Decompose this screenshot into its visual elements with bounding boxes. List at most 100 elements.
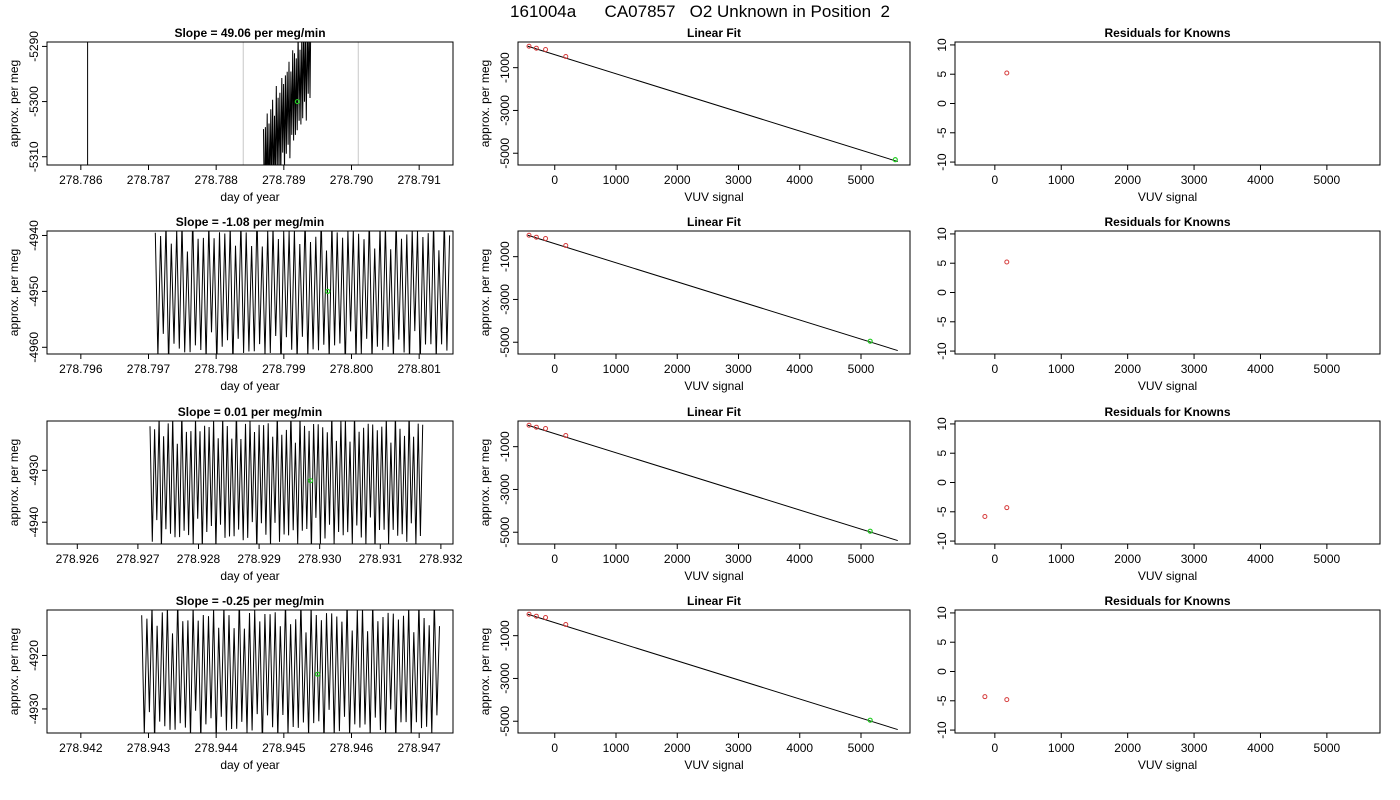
x-tick-label: 5000 xyxy=(1314,741,1341,755)
x-tick-label: 3000 xyxy=(725,362,752,376)
known-point xyxy=(543,425,549,431)
y-tick-label: -10 xyxy=(935,153,949,171)
x-axis-label: day of year xyxy=(220,190,279,204)
x-tick-label: 278.788 xyxy=(194,173,238,187)
panel-2-2: Linear Fit 0 1000 2000 3000 4000 5000 -5000 -300… xyxy=(478,215,911,393)
x-axis-label: day of year xyxy=(220,758,279,772)
y-tick-label: -4930 xyxy=(27,693,41,724)
y-tick-label: 0 xyxy=(935,479,949,486)
known-point xyxy=(543,46,549,52)
panel-4-3: Residuals for Knowns 0 1000 2000 3000 4000 500… xyxy=(935,594,1381,772)
x-tick-label: 4000 xyxy=(786,741,813,755)
x-tick-label: 278.787 xyxy=(127,173,171,187)
y-tick-label: 10 xyxy=(935,38,949,52)
x-tick-label: 4000 xyxy=(786,173,813,187)
known-point xyxy=(543,235,549,241)
plot-frame xyxy=(517,41,911,166)
x-tick-label: 1000 xyxy=(1048,362,1075,376)
x-tick-label: 1000 xyxy=(603,173,630,187)
known-point xyxy=(526,422,532,428)
x-axis-label: VUV signal xyxy=(1138,190,1197,204)
y-tick-label: -5 xyxy=(935,127,949,138)
y-tick-label: 0 xyxy=(935,289,949,296)
y-axis-label: approx. per meg xyxy=(478,249,492,336)
x-tick-label: 1000 xyxy=(1048,173,1075,187)
signal-trace xyxy=(149,421,424,544)
plot-frame xyxy=(46,609,454,734)
x-tick-label: 0 xyxy=(992,552,999,566)
x-tick-label: 4000 xyxy=(786,552,813,566)
x-tick-label: 5000 xyxy=(1314,173,1341,187)
y-tick-label: 10 xyxy=(935,227,949,241)
x-tick-label: 0 xyxy=(992,362,999,376)
fit-line xyxy=(527,613,898,731)
x-tick-label: 278.927 xyxy=(116,552,160,566)
figure-title: 161004a CA07857 O2 Unknown in Position 2 xyxy=(510,2,890,21)
y-tick-label: -5300 xyxy=(27,86,41,117)
plot-frame xyxy=(954,41,1381,166)
y-tick-label: -5 xyxy=(935,695,949,706)
y-tick-label: 5 xyxy=(935,71,949,78)
x-tick-label: 278.799 xyxy=(262,362,306,376)
y-tick-label: -10 xyxy=(935,532,949,550)
unknown-point xyxy=(867,528,873,534)
y-axis-label: approx. per meg xyxy=(7,628,21,715)
y-tick-label: -4920 xyxy=(27,640,41,671)
y-tick-label: -4930 xyxy=(27,455,41,486)
unknown-marker xyxy=(307,478,314,484)
x-tick-label: 2000 xyxy=(664,741,691,755)
y-tick-label: 10 xyxy=(935,417,949,431)
x-tick-label: 0 xyxy=(551,552,558,566)
x-tick-label: 1000 xyxy=(603,362,630,376)
x-tick-label: 2000 xyxy=(1114,552,1141,566)
y-tick-label: -5000 xyxy=(498,517,512,548)
y-tick-label: -1000 xyxy=(498,52,512,83)
y-tick-label: -4960 xyxy=(27,332,41,363)
plot-area xyxy=(982,505,1010,519)
known-point xyxy=(563,433,569,439)
y-tick-label: -5000 xyxy=(498,138,512,169)
y-tick-label: -3000 xyxy=(498,284,512,315)
x-tick-label: 5000 xyxy=(1314,362,1341,376)
known-point xyxy=(526,43,532,49)
y-tick-label: -5290 xyxy=(27,31,41,62)
y-tick-label: -4950 xyxy=(27,276,41,307)
x-tick-label: 2000 xyxy=(1114,741,1141,755)
x-tick-label: 278.943 xyxy=(127,741,171,755)
x-tick-label: 278.797 xyxy=(127,362,171,376)
plot-frame xyxy=(517,420,911,545)
y-tick-label: -3000 xyxy=(498,95,512,126)
x-tick-label: 3000 xyxy=(1181,173,1208,187)
y-axis-label: approx. per meg xyxy=(478,628,492,715)
x-axis-label: day of year xyxy=(220,379,279,393)
panel-title: Linear Fit xyxy=(687,215,741,229)
unknown-point xyxy=(892,157,898,163)
x-tick-label: 3000 xyxy=(1181,552,1208,566)
x-tick-label: 278.801 xyxy=(397,362,441,376)
plot-area xyxy=(526,611,898,731)
x-tick-label: 4000 xyxy=(1247,741,1274,755)
x-tick-label: 3000 xyxy=(1181,362,1208,376)
signal-trace xyxy=(154,231,451,354)
known-point xyxy=(543,614,549,620)
y-tick-label: -5000 xyxy=(498,327,512,358)
plot-area xyxy=(982,694,1010,703)
x-tick-label: 2000 xyxy=(1114,173,1141,187)
residual-point xyxy=(982,694,988,700)
y-tick-label: -3000 xyxy=(498,663,512,694)
x-tick-label: 2000 xyxy=(1114,362,1141,376)
residual-point xyxy=(1004,505,1010,511)
x-axis-label: VUV signal xyxy=(1138,569,1197,583)
plot-area xyxy=(149,421,424,544)
plot-area xyxy=(154,231,451,354)
plot-area xyxy=(1004,70,1010,76)
residual-point xyxy=(1004,697,1010,703)
x-axis-label: VUV signal xyxy=(684,379,743,393)
x-tick-label: 278.929 xyxy=(237,552,281,566)
fit-line xyxy=(527,234,898,352)
x-tick-label: 2000 xyxy=(664,362,691,376)
panel-title: Slope = 49.06 per meg/min xyxy=(174,26,325,40)
x-tick-label: 3000 xyxy=(725,173,752,187)
